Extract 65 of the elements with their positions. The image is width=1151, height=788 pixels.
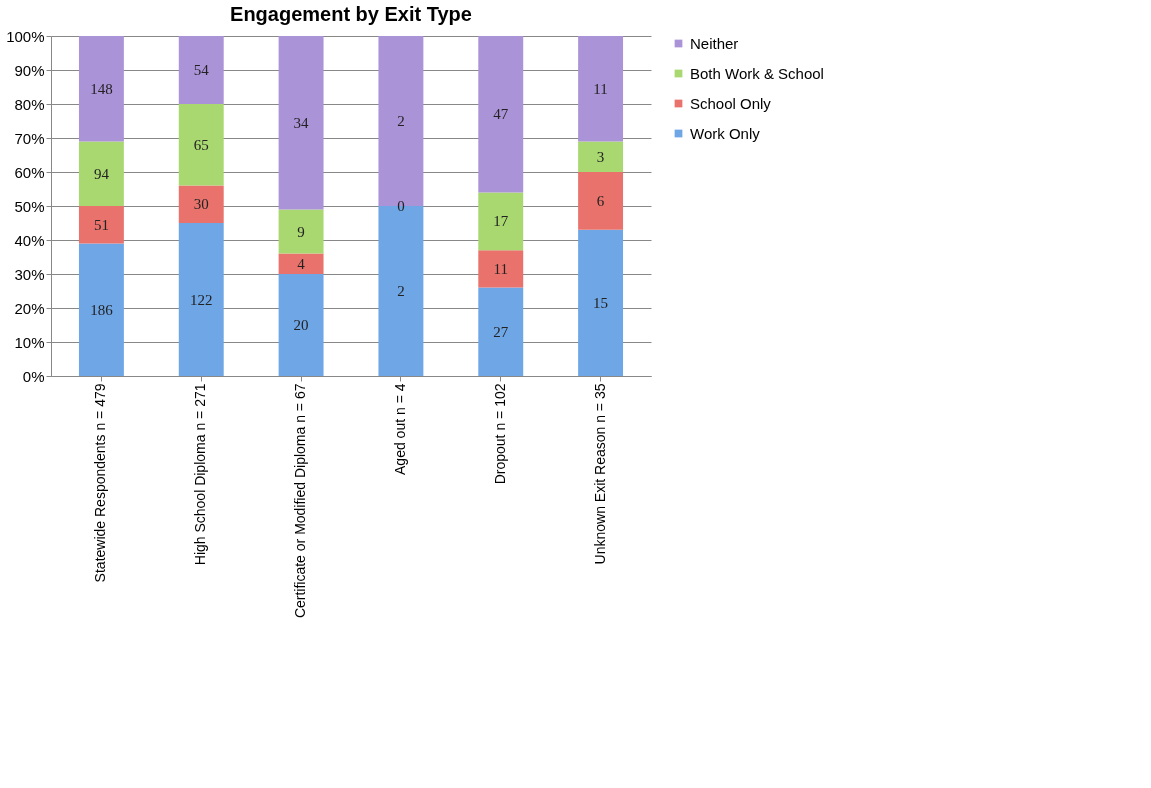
bar: [578, 141, 624, 172]
bar: [478, 36, 524, 193]
annotation: 30: [193, 196, 209, 213]
bar: [278, 36, 324, 210]
annotation: 47: [493, 106, 509, 123]
bar: [478, 250, 524, 288]
bar: [278, 274, 324, 376]
legend-label: Neither: [690, 34, 739, 52]
bar: [578, 229, 624, 376]
annotation: 17: [493, 213, 509, 230]
x-tick-label: Dropout n = 102: [491, 383, 508, 485]
y-tick-label: 70%: [14, 129, 45, 147]
annotation: 11: [593, 80, 608, 97]
bar: [478, 192, 524, 251]
annotation: 54: [193, 62, 210, 78]
x-tick-label: Statewide Respondents n = 479: [92, 383, 109, 583]
bar: [278, 209, 324, 254]
bar: [178, 185, 224, 223]
legend-label: Work Only: [690, 124, 761, 142]
annotation: 34: [293, 114, 310, 131]
y-tick-label: 100%: [6, 27, 45, 45]
y-tick-label: 90%: [14, 61, 45, 79]
legend-label: School Only: [690, 94, 772, 112]
annotation: 4: [297, 255, 306, 272]
y-tick-label: 60%: [14, 163, 45, 181]
annotation: 6: [596, 192, 605, 209]
annotation: 94: [93, 165, 110, 182]
annotation: 27: [493, 323, 509, 340]
annotation: 20: [293, 317, 309, 333]
annotation: 3: [596, 148, 605, 165]
legend-label: Both Work & School: [690, 64, 824, 82]
bar: [578, 172, 624, 230]
x-tick-label: Aged out n = 4: [391, 383, 408, 475]
bar: [78, 206, 124, 244]
y-tick-label: 0%: [22, 367, 45, 385]
bar: [78, 36, 124, 142]
x-tick-label: High School Diploma n = 271: [192, 383, 209, 566]
bar: [278, 253, 324, 274]
annotation: 2: [397, 283, 405, 299]
annotation: 11: [493, 260, 508, 277]
annotation: 65: [193, 136, 209, 153]
x-tick-label: Unknown Exit Reason n = 35: [591, 383, 608, 565]
y-tick-label: 40%: [14, 231, 45, 249]
annotation: 0: [397, 198, 405, 214]
annotation: 186: [90, 301, 114, 318]
bar: [578, 36, 624, 142]
bar: [78, 243, 124, 376]
annotation: 15: [593, 294, 609, 311]
bar: [178, 104, 224, 186]
x-tick-label: Certificate or Modified Diploma n = 67: [292, 383, 309, 619]
annotation: 2: [397, 113, 405, 129]
annotation: 122: [190, 291, 213, 308]
bar: [178, 223, 224, 376]
bar: [478, 287, 524, 376]
bar: [178, 36, 224, 104]
bar: [78, 141, 124, 206]
y-tick-label: 20%: [14, 299, 45, 317]
annotation: 51: [93, 216, 109, 233]
y-tick-label: 50%: [14, 197, 45, 215]
chart-title: Engagement by Exit Type: [230, 3, 472, 25]
annotation: 9: [297, 223, 305, 240]
y-tick-label: 10%: [14, 333, 45, 351]
y-tick-label: 30%: [14, 265, 45, 283]
annotation: 148: [90, 80, 113, 97]
y-tick-label: 80%: [14, 95, 45, 113]
